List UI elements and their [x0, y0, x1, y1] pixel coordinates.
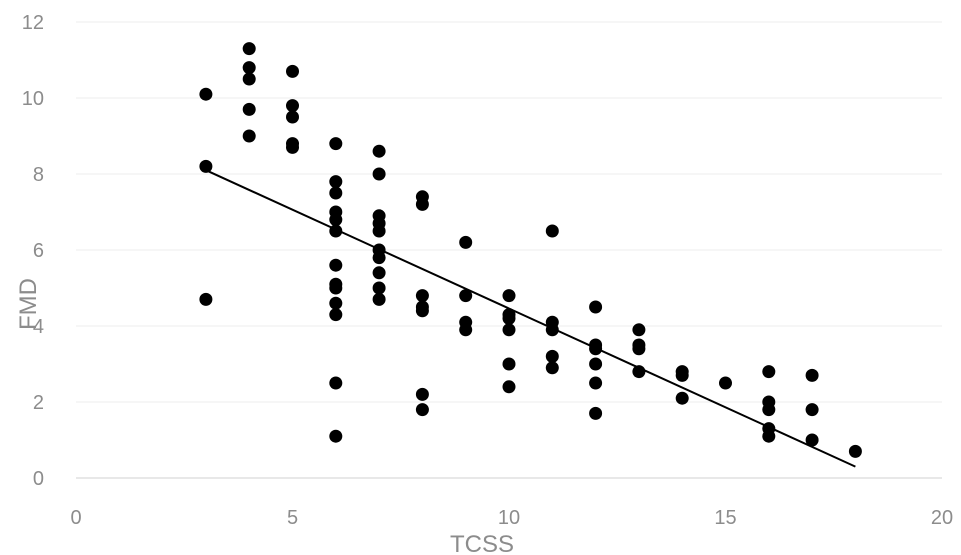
data-point: [459, 235, 473, 249]
x-tick-label: 5: [287, 507, 298, 529]
data-point: [329, 429, 343, 443]
data-point: [805, 368, 819, 382]
data-point: [502, 289, 516, 303]
y-axis-title: FMD: [15, 278, 42, 330]
y-tick-label: 10: [22, 88, 44, 110]
trendline: [205, 169, 856, 468]
data-point: [415, 304, 429, 318]
data-point: [242, 102, 256, 116]
data-point: [545, 349, 559, 363]
data-point: [329, 308, 343, 322]
data-point: [589, 357, 603, 371]
data-point: [589, 300, 603, 314]
y-tick-label: 6: [33, 240, 44, 262]
data-point: [286, 110, 299, 124]
data-point: [545, 361, 559, 375]
data-point: [329, 175, 343, 189]
x-axis-title: TCSS: [450, 531, 514, 555]
data-point: [632, 323, 646, 337]
data-point: [329, 213, 343, 227]
data-point: [286, 64, 299, 78]
data-point: [805, 403, 819, 417]
data-point: [545, 224, 559, 238]
data-point: [415, 403, 429, 417]
data-point: [242, 129, 256, 143]
data-point: [286, 99, 299, 113]
data-point: [762, 429, 776, 443]
data-point: [329, 281, 343, 295]
data-point: [329, 296, 343, 310]
data-point: [719, 376, 732, 390]
data-point: [675, 391, 689, 405]
y-tick-label: 4: [33, 316, 44, 338]
data-point: [805, 433, 819, 447]
x-tick-label: 0: [70, 507, 81, 529]
data-point: [199, 87, 213, 101]
data-point: [502, 323, 516, 337]
data-point: [199, 292, 213, 306]
data-point: [415, 387, 429, 401]
data-point: [329, 258, 343, 272]
data-point: [242, 61, 256, 75]
data-point: [459, 289, 473, 303]
data-point: [329, 137, 343, 151]
y-tick-label: 2: [33, 392, 44, 414]
data-point: [502, 311, 516, 325]
x-tick-label: 20: [931, 507, 953, 529]
data-point: [502, 380, 516, 394]
data-point: [459, 323, 473, 337]
data-point: [242, 42, 256, 56]
data-point: [589, 376, 603, 390]
data-point: [372, 144, 386, 158]
data-point: [632, 342, 646, 356]
data-point: [848, 444, 862, 458]
x-tick-label: 15: [714, 507, 736, 529]
data-point: [372, 266, 386, 280]
data-point: [372, 292, 386, 306]
x-tick-label: 10: [498, 507, 520, 529]
data-point: [372, 224, 386, 238]
data-point: [762, 365, 776, 379]
data-point: [372, 251, 386, 265]
y-tick-labels: 0 2 4 6 8 10 12: [22, 12, 44, 490]
data-point: [199, 159, 213, 173]
data-point: [762, 403, 776, 417]
data-point: [415, 289, 429, 303]
data-points: [199, 42, 862, 458]
x-tick-labels: 0 5 10 15 20: [70, 507, 953, 529]
data-point: [502, 357, 516, 371]
data-point: [675, 368, 689, 382]
data-point: [372, 281, 386, 295]
data-point: [286, 140, 299, 154]
y-tick-label: 12: [22, 12, 44, 34]
data-point: [329, 186, 343, 200]
data-point: [242, 72, 256, 86]
y-tick-label: 0: [33, 468, 44, 490]
data-point: [415, 197, 429, 211]
data-point: [372, 167, 386, 181]
y-tick-label: 8: [33, 164, 44, 186]
data-point: [589, 406, 603, 420]
gridlines: [76, 21, 942, 403]
data-point: [329, 376, 343, 390]
